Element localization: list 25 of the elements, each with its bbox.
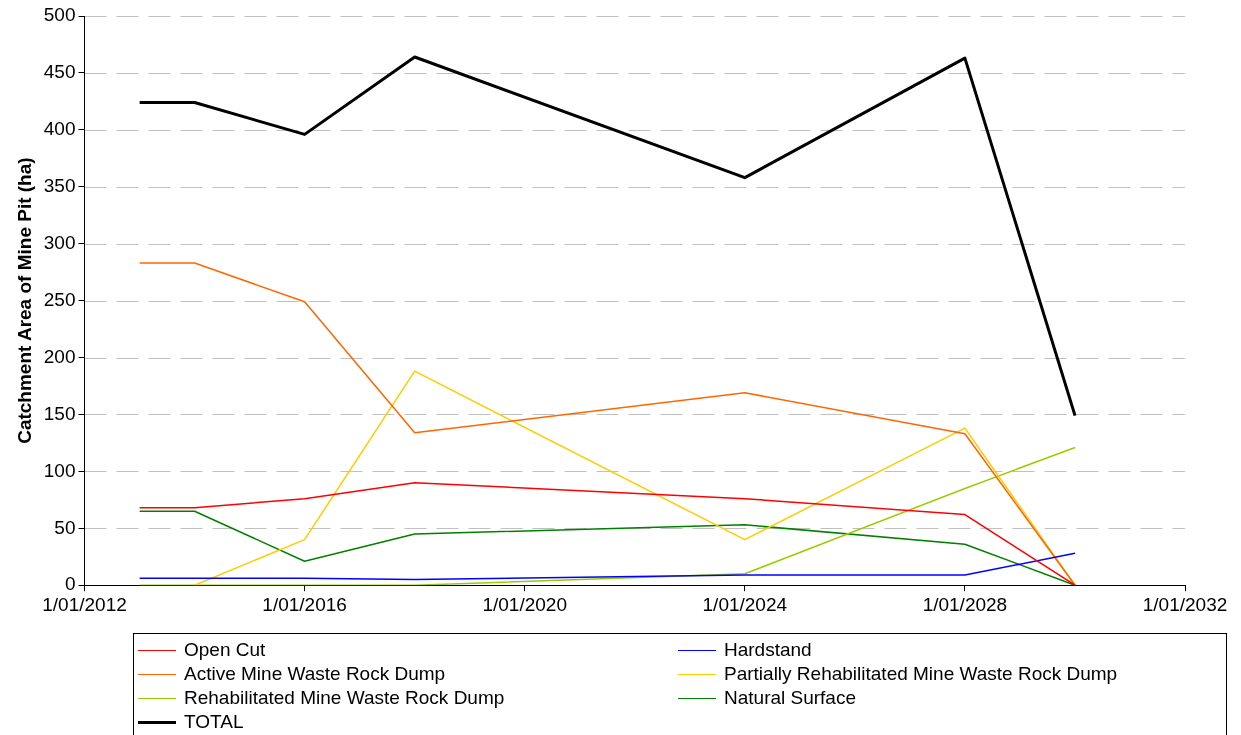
x-tick-label: 1/01/2024 xyxy=(702,593,788,615)
y-tick-label: 50 xyxy=(54,516,76,538)
y-tick-label: 250 xyxy=(43,288,76,310)
legend-label: Rehabilitated Mine Waste Rock Dump xyxy=(184,687,505,709)
y-tick-label: 0 xyxy=(64,573,76,595)
x-tick-label: 1/01/2020 xyxy=(482,593,567,615)
y-tick-label: 500 xyxy=(43,4,76,26)
y-axis-title: Catchment Area of Mine Pit (ha) xyxy=(13,157,35,444)
y-tick-label: 150 xyxy=(43,402,76,424)
y-tick-label: 350 xyxy=(43,174,76,196)
legend-label: Partially Rehabilitated Mine Waste Rock Dump xyxy=(724,663,1118,685)
legend-label: TOTAL xyxy=(184,711,244,733)
legend-label: Hardstand xyxy=(724,639,812,661)
legend-label: Active Mine Waste Rock Dump xyxy=(184,663,446,685)
y-tick-label: 450 xyxy=(43,61,76,83)
legend-label: Natural Surface xyxy=(724,687,857,709)
x-tick-label: 1/01/2028 xyxy=(922,593,1008,615)
y-tick-label: 200 xyxy=(43,345,76,367)
y-tick-label: 400 xyxy=(43,118,76,140)
x-tick-label: 1/01/2032 xyxy=(1142,593,1228,615)
x-tick-label: 1/01/2012 xyxy=(42,593,127,615)
y-tick-label: 100 xyxy=(43,459,76,481)
y-tick-label: 300 xyxy=(43,231,76,253)
x-tick-label: 1/01/2016 xyxy=(262,593,347,615)
legend-label: Open Cut xyxy=(184,639,266,661)
